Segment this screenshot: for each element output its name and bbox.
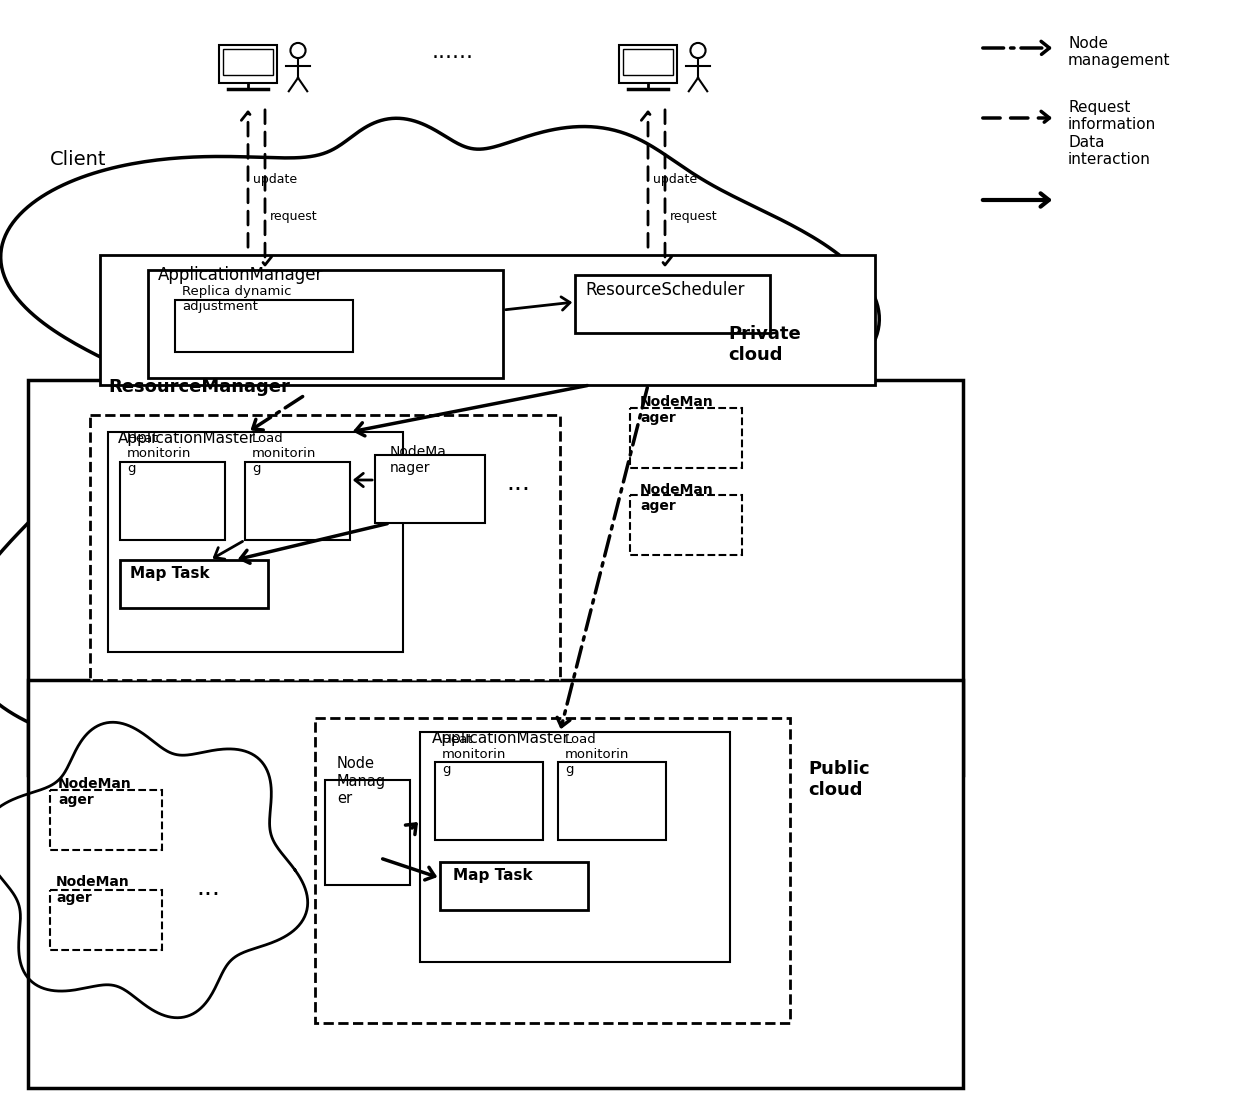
FancyArrowPatch shape <box>506 296 570 310</box>
FancyArrowPatch shape <box>258 110 272 265</box>
Bar <box>315 718 790 1023</box>
FancyArrowPatch shape <box>983 193 1049 206</box>
Text: ApplicationManager: ApplicationManager <box>157 266 324 284</box>
Text: ......: ...... <box>432 42 474 62</box>
Text: Node
Manag
er: Node Manag er <box>337 756 386 806</box>
Bar <box>630 408 742 468</box>
Bar <box>630 495 742 555</box>
Text: Node
management: Node management <box>1068 36 1171 69</box>
Bar <box>575 275 770 333</box>
Bar <box>619 46 677 82</box>
FancyArrowPatch shape <box>356 385 588 436</box>
Bar <box>29 680 963 1088</box>
FancyArrowPatch shape <box>641 112 655 248</box>
Bar <box>120 462 224 539</box>
Text: request: request <box>270 210 317 223</box>
Text: Replica dynamic
adjustment: Replica dynamic adjustment <box>182 285 291 313</box>
Bar <box>148 270 503 379</box>
FancyArrowPatch shape <box>253 396 303 430</box>
Text: Map Task: Map Task <box>130 566 210 581</box>
Bar <box>120 561 268 608</box>
Text: Private
cloud: Private cloud <box>728 325 801 364</box>
Text: Load
monitorin
g: Load monitorin g <box>565 733 630 776</box>
Bar <box>435 761 543 840</box>
Text: Heat
monitorin
g: Heat monitorin g <box>441 733 506 776</box>
FancyArrowPatch shape <box>383 859 435 880</box>
Text: ResourceScheduler: ResourceScheduler <box>585 281 744 299</box>
Bar <box>100 255 875 385</box>
Bar <box>440 862 588 910</box>
Text: NodeMan
ager: NodeMan ager <box>640 395 714 425</box>
Bar <box>223 49 273 74</box>
FancyArrowPatch shape <box>405 824 417 835</box>
Text: Client: Client <box>50 150 107 169</box>
Text: NodeMan
ager: NodeMan ager <box>58 777 131 807</box>
Bar <box>175 300 353 352</box>
Text: ApplicationMaster: ApplicationMaster <box>432 731 570 746</box>
Bar <box>91 415 560 680</box>
Text: update: update <box>653 173 697 186</box>
Text: ResourceManager: ResourceManager <box>108 379 290 396</box>
Text: ...: ... <box>196 876 219 900</box>
Text: update: update <box>253 173 298 186</box>
Bar <box>29 380 963 775</box>
FancyArrowPatch shape <box>557 387 647 727</box>
Bar <box>325 780 410 885</box>
Text: Map Task: Map Task <box>453 868 533 882</box>
Bar <box>108 432 403 652</box>
Bar <box>246 462 350 539</box>
Text: ApplicationMaster: ApplicationMaster <box>118 431 255 446</box>
Text: NodeMan
ager: NodeMan ager <box>56 875 130 905</box>
FancyArrowPatch shape <box>241 524 387 563</box>
Text: NodeMan
ager: NodeMan ager <box>640 483 714 513</box>
FancyArrowPatch shape <box>658 110 672 265</box>
Text: Request
information
Data
interaction: Request information Data interaction <box>1068 100 1156 168</box>
Bar <box>219 46 277 82</box>
Text: Public
cloud: Public cloud <box>808 760 869 799</box>
Bar <box>558 761 666 840</box>
Text: request: request <box>670 210 718 223</box>
FancyArrowPatch shape <box>242 112 254 248</box>
Bar <box>622 49 673 74</box>
FancyArrowPatch shape <box>355 473 372 486</box>
Bar <box>374 455 485 523</box>
FancyArrowPatch shape <box>983 111 1049 124</box>
FancyArrowPatch shape <box>983 41 1049 54</box>
Text: Load
monitorin
g: Load monitorin g <box>252 432 316 475</box>
Text: Heat
monitorin
g: Heat monitorin g <box>126 432 191 475</box>
Bar <box>420 731 730 962</box>
Text: ...: ... <box>506 471 529 495</box>
FancyArrowPatch shape <box>215 542 243 559</box>
Text: NodeMa
nager: NodeMa nager <box>391 445 446 475</box>
Bar <box>50 790 162 850</box>
Bar <box>50 890 162 950</box>
